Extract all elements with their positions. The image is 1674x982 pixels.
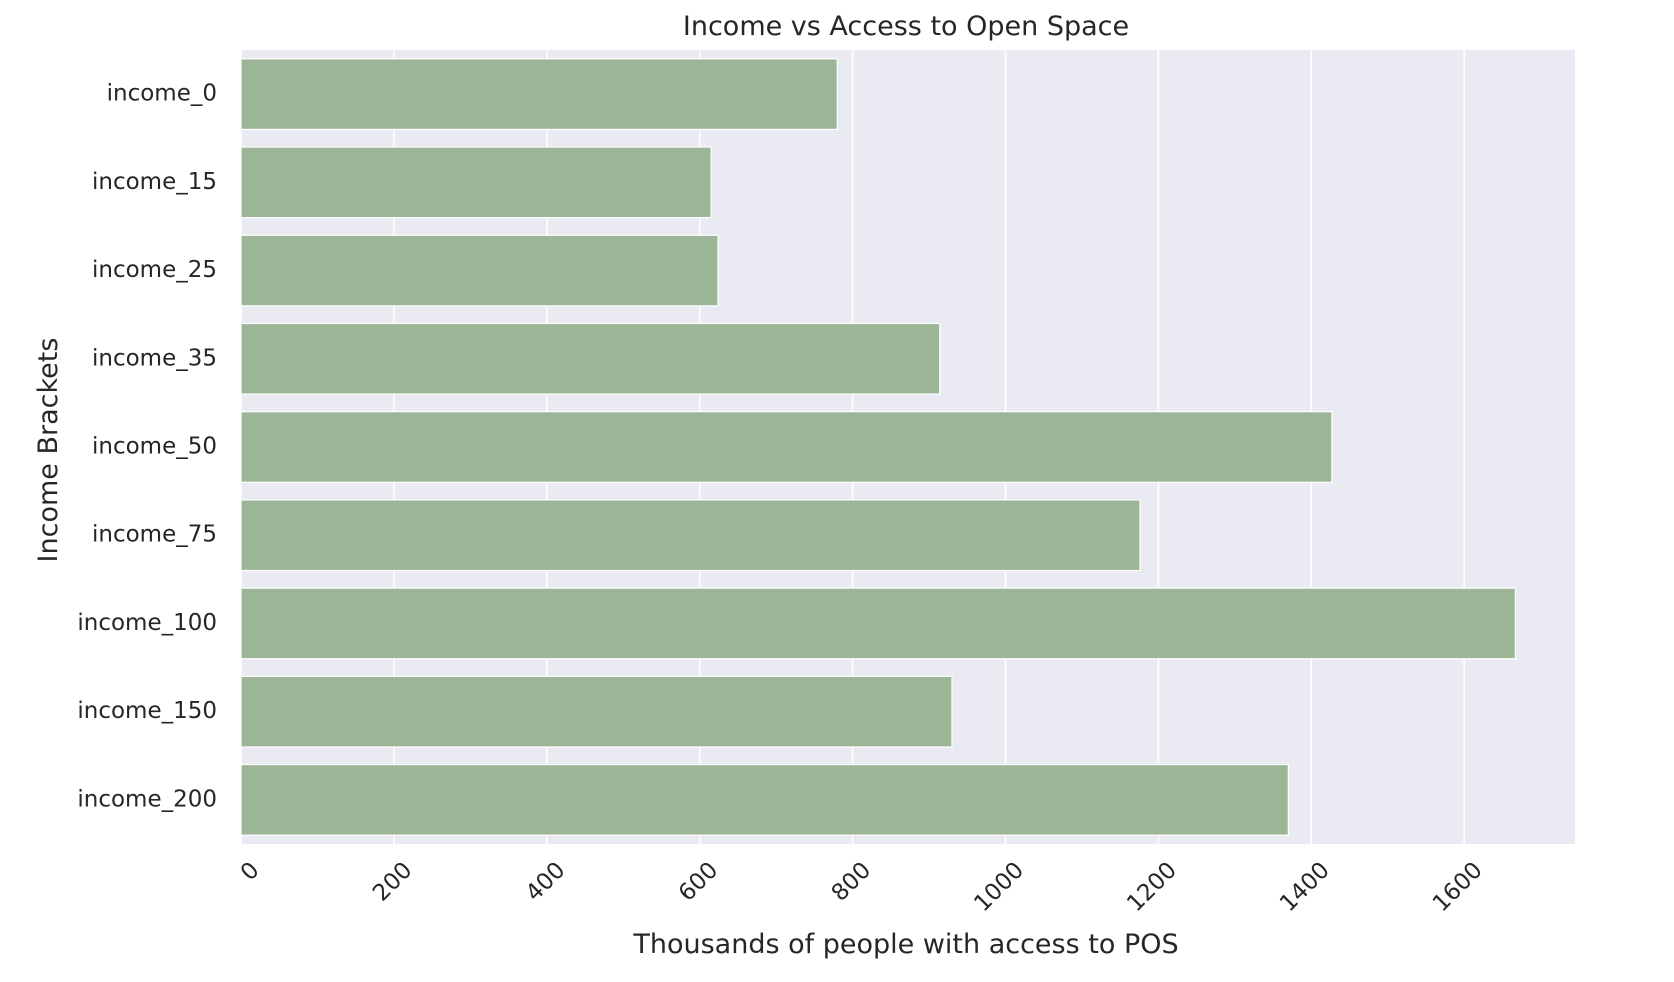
- y-tick-label: income_200: [77, 786, 217, 812]
- x-tick-label: 1600: [1428, 857, 1488, 917]
- y-tick-label: income_150: [77, 698, 217, 724]
- bar-income_100: [240, 587, 1516, 660]
- y-tick-label: income_25: [92, 257, 217, 283]
- y-tick-labels: income_0 income_15 income_25 income_35incom…: [77, 81, 217, 813]
- y-tick-label: income_0: [107, 81, 217, 107]
- x-axis-label: Thousands of people with access to POS: [632, 929, 1178, 960]
- x-tick-label: 200: [368, 857, 417, 906]
- x-tick-labels: 0 200 400 600 800 1000 1200 1400 1600: [236, 857, 1488, 917]
- x-tick-label: 800: [827, 857, 876, 906]
- y-tick-label: income_35: [92, 345, 217, 371]
- y-tick-label: income_15: [92, 169, 217, 195]
- x-tick-label: 1400: [1275, 857, 1335, 917]
- x-tick-label: 600: [674, 857, 723, 906]
- y-tick-label: income_100: [77, 610, 217, 636]
- x-tick-label: 0: [236, 857, 265, 886]
- bar-income_75: [240, 499, 1141, 572]
- y-tick-label: income_75: [92, 522, 217, 548]
- bar-income_150: [240, 675, 953, 748]
- bar-income_25: [240, 234, 719, 307]
- bar-income_50: [240, 411, 1333, 483]
- bars: [240, 58, 1516, 836]
- y-axis-label: Income Brackets: [33, 338, 64, 563]
- x-tick-label: 400: [521, 857, 570, 906]
- bar-income_15: [240, 146, 712, 219]
- y-tick-label: income_50: [92, 434, 217, 460]
- bar-income_35: [240, 322, 941, 395]
- bar-income_200: [240, 763, 1289, 836]
- x-tick-label: 1200: [1122, 857, 1182, 917]
- bar-income_0: [240, 58, 838, 130]
- chart-title: Income vs Access to Open Space: [683, 11, 1129, 42]
- x-tick-label: 1000: [969, 857, 1029, 917]
